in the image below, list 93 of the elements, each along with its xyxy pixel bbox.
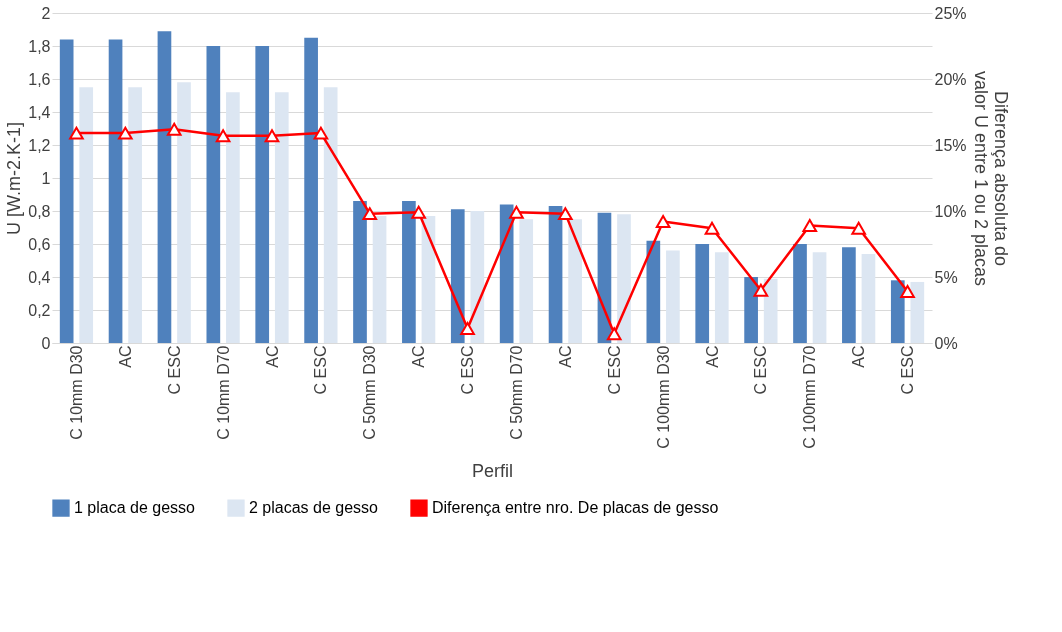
- x-tick-label: C 10mm D30: [67, 345, 85, 440]
- bar: [59, 39, 74, 343]
- bar: [842, 247, 856, 343]
- legend-label: 1 placa de gesso: [74, 499, 196, 517]
- bar: [890, 280, 905, 343]
- bar: [226, 92, 240, 343]
- point: [802, 219, 818, 232]
- bar: [793, 244, 807, 343]
- x-tick-label: AC: [116, 345, 134, 368]
- y-tick-label: 0,2: [28, 301, 51, 319]
- x-tick-label: AC: [410, 345, 428, 368]
- y-tick-label: 0: [41, 334, 51, 352]
- bar: [177, 82, 191, 343]
- bar: [548, 206, 563, 343]
- y-tick-label: 1,8: [28, 37, 51, 55]
- point: [900, 285, 915, 298]
- x-tick-label: C ESC: [312, 345, 330, 395]
- point: [362, 207, 378, 221]
- point: [313, 126, 329, 140]
- bar: [763, 278, 778, 343]
- bar: [519, 219, 534, 343]
- bar: [646, 240, 661, 343]
- bar: [695, 244, 710, 343]
- bar: [812, 252, 827, 343]
- x-tick-label: C 50mm D70: [507, 345, 525, 440]
- legend-label: 2 placas de gesso: [249, 499, 379, 517]
- x-tick-label: C ESC: [605, 345, 623, 395]
- y-tick-label: 0,4: [28, 268, 51, 286]
- bar: [714, 252, 729, 343]
- bar: [499, 204, 514, 343]
- point: [166, 122, 182, 136]
- bar: [470, 211, 485, 343]
- point: [69, 126, 84, 140]
- y-axis-title: U [W.m-2.K-1]: [4, 121, 25, 236]
- legend-label: Diferença entre nro. De placas de gesso: [432, 499, 719, 517]
- point: [655, 215, 671, 229]
- bar: [323, 87, 338, 343]
- bar: [79, 87, 94, 343]
- y2-axis-title: Diferença absoluta do valor U entre 1 ou 2 placas: [970, 70, 1011, 287]
- x-tick-label: C ESC: [459, 345, 477, 395]
- bar: [206, 46, 221, 343]
- bar: [353, 201, 367, 343]
- y-tick-label: 1,4: [28, 103, 51, 121]
- x-tick-label: C ESC: [165, 345, 183, 395]
- point: [606, 327, 622, 341]
- x-tick-label: C 10mm D70: [214, 345, 232, 440]
- y2-tick-label: 5%: [934, 268, 958, 286]
- y-tick-label: 1,2: [28, 136, 51, 154]
- point: [411, 205, 426, 219]
- x-tick-label: C ESC: [752, 345, 770, 395]
- bar: [157, 31, 172, 343]
- bar: [617, 214, 631, 343]
- y-tick-label: 2: [41, 4, 51, 22]
- bar: [108, 39, 123, 343]
- bar: [304, 37, 318, 343]
- x-tick-label: C ESC: [899, 345, 917, 395]
- point: [460, 322, 475, 335]
- point: [753, 283, 769, 297]
- bar: [568, 219, 582, 343]
- x-tick-label: AC: [703, 345, 721, 368]
- bar: [372, 215, 387, 343]
- bar: [744, 277, 758, 343]
- x-tick-label: C 100mm D30: [654, 345, 672, 449]
- bar: [666, 250, 680, 343]
- bar: [274, 92, 289, 343]
- y2-tick-label: 20%: [934, 70, 967, 88]
- point: [558, 207, 573, 221]
- point: [264, 129, 280, 143]
- y2-tick-label: 25%: [934, 4, 967, 22]
- bar: [861, 253, 876, 343]
- x-tick-label: AC: [263, 345, 281, 368]
- point: [118, 126, 133, 140]
- y-tick-label: 0,6: [28, 235, 51, 253]
- x-axis-title: Perfil: [471, 460, 514, 481]
- y2-tick-label: 15%: [934, 136, 967, 154]
- x-tick-label: C 50mm D30: [361, 345, 379, 440]
- bar: [450, 209, 465, 343]
- point: [851, 221, 866, 235]
- y2-tick-label: 10%: [934, 202, 967, 220]
- y-tick-label: 0,8: [28, 202, 51, 220]
- x-tick-label: C 100mm D70: [801, 345, 819, 449]
- bar: [255, 46, 270, 343]
- point: [704, 221, 720, 235]
- bar: [402, 201, 416, 343]
- point: [215, 129, 231, 143]
- y-tick-label: 1: [41, 169, 51, 187]
- y2-tick-label: 0%: [934, 334, 958, 352]
- bar: [910, 281, 925, 343]
- bar: [128, 87, 142, 343]
- x-tick-label: AC: [556, 345, 574, 368]
- y-tick-label: 1,6: [28, 70, 51, 88]
- point: [509, 205, 524, 219]
- x-tick-label: AC: [850, 345, 868, 368]
